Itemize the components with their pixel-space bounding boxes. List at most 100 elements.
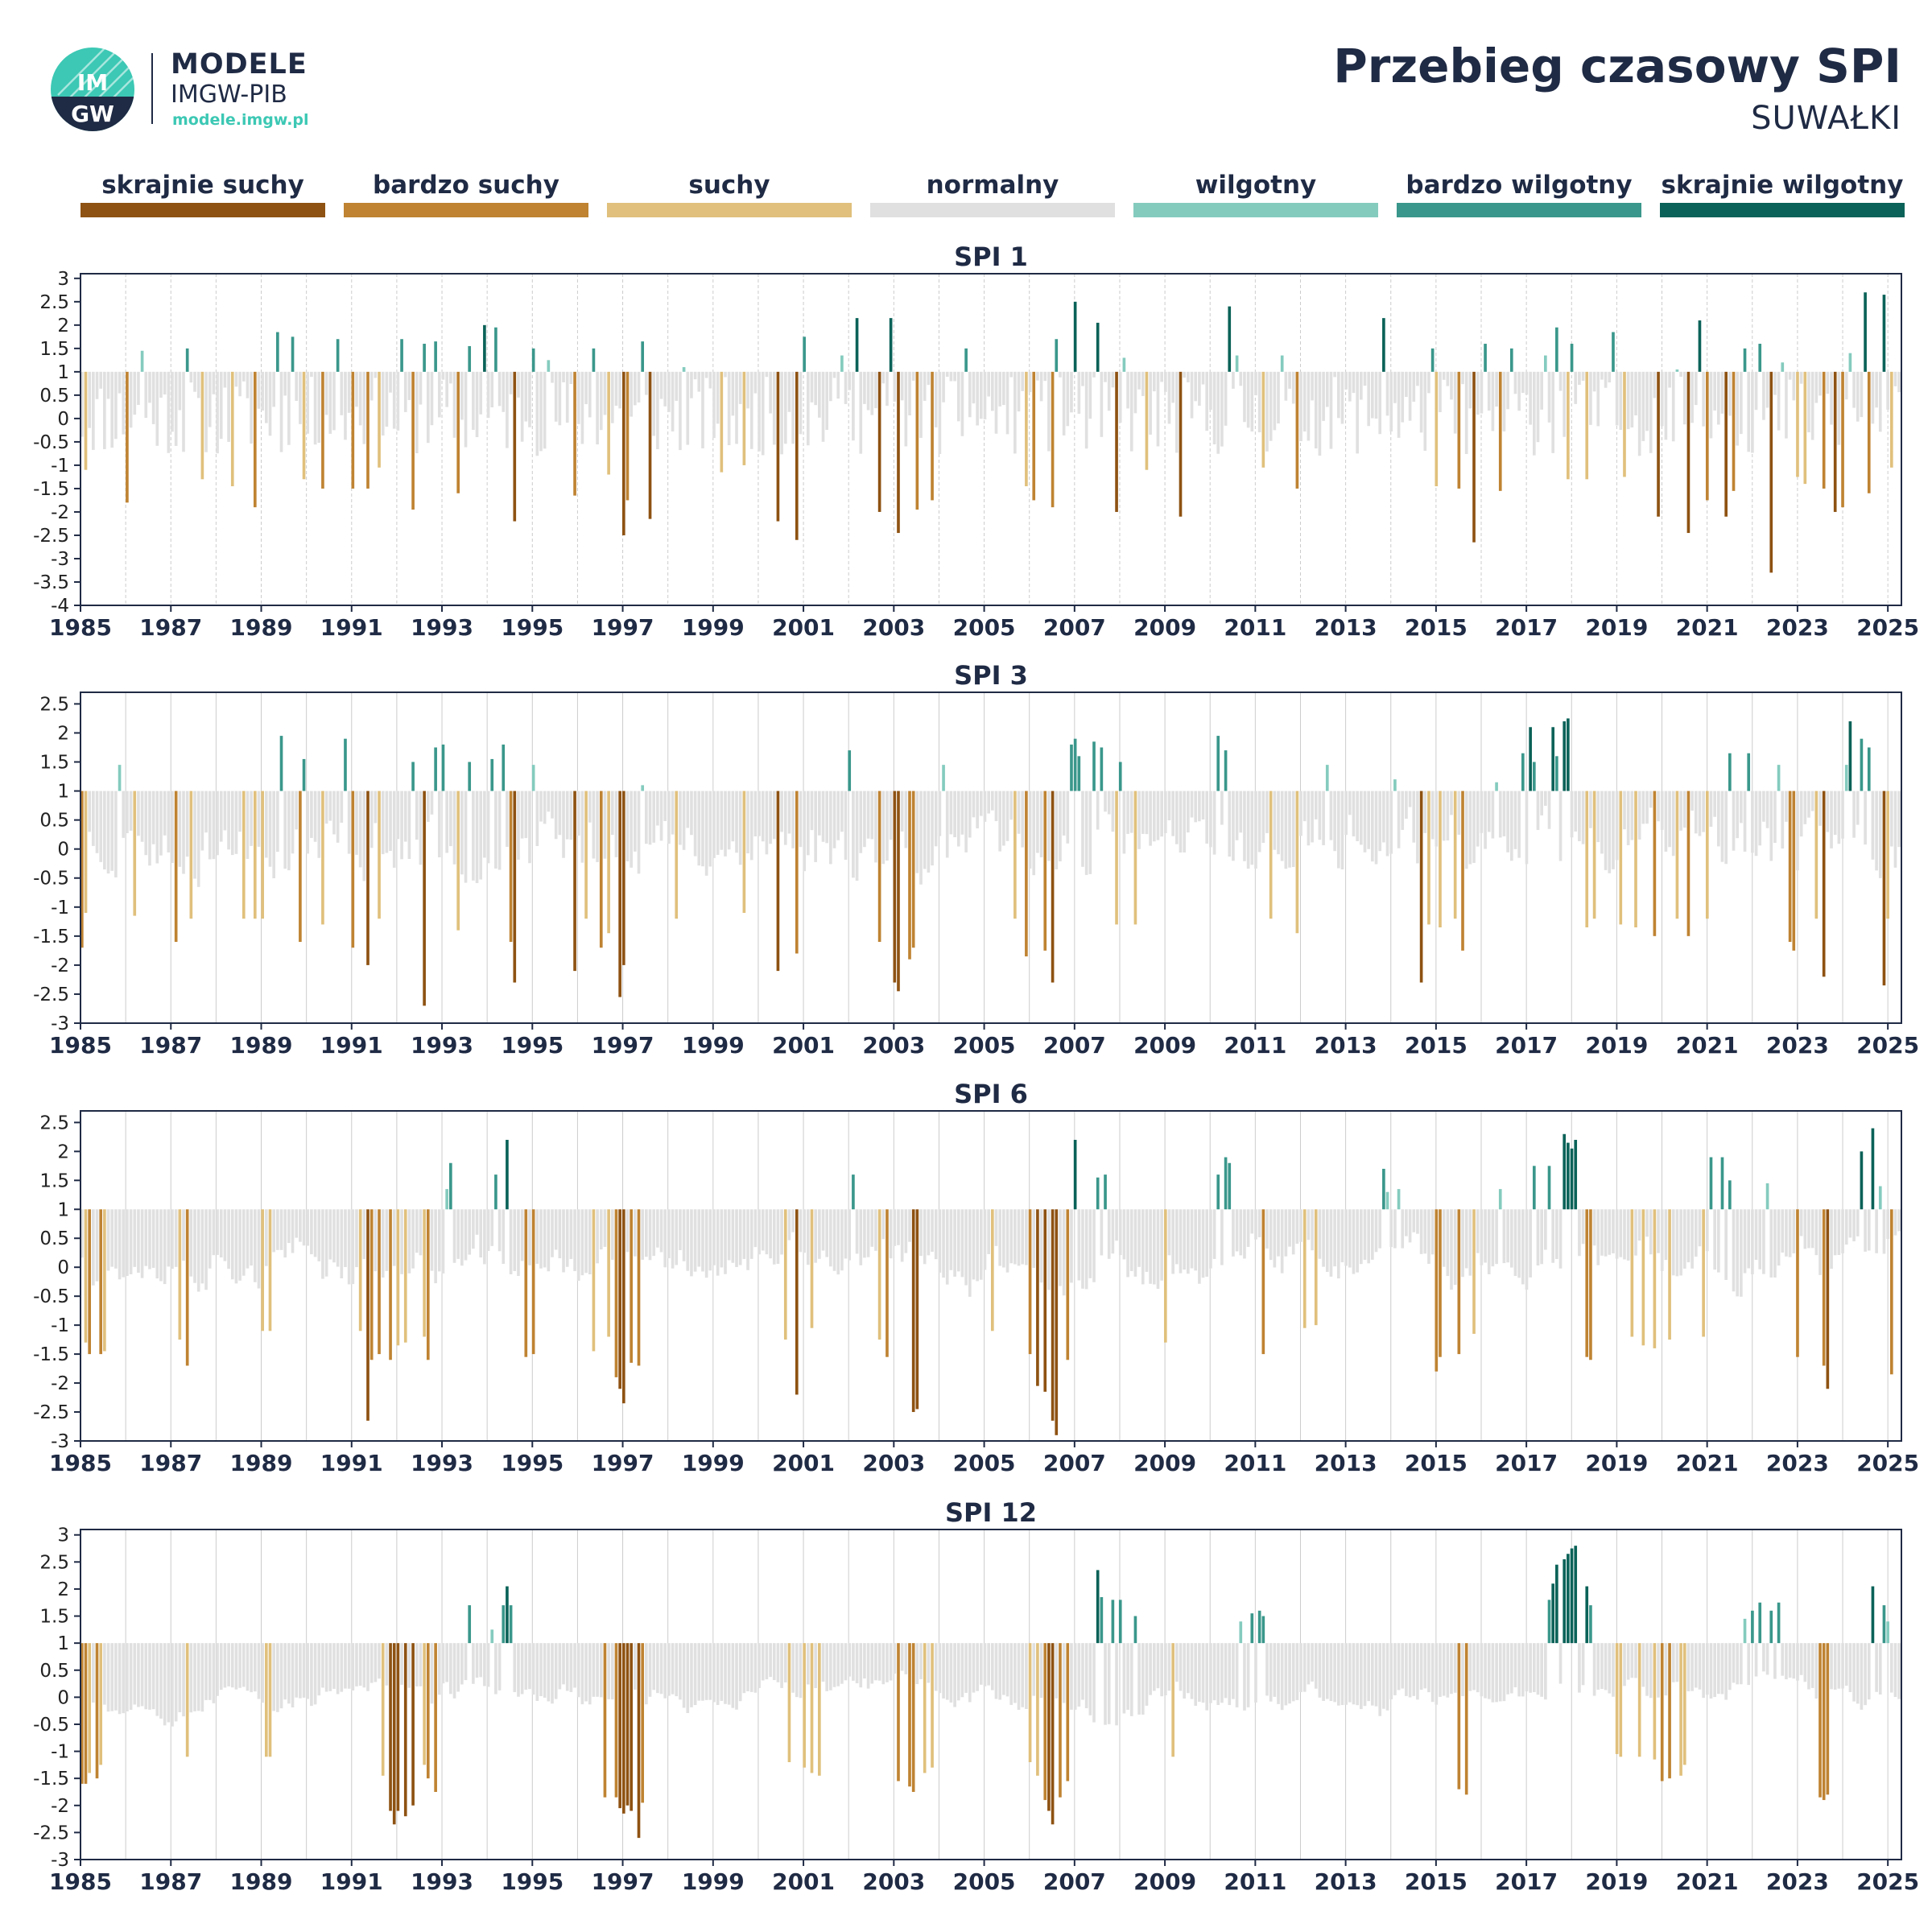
spi-bar [1209,791,1212,848]
spi-bar [1484,791,1487,849]
spi-bar [200,791,204,851]
spi-bar [392,371,396,429]
spi-bar [1066,791,1070,844]
spi-bar [1645,1643,1649,1696]
spi-bar [1439,371,1442,413]
spi-bar [106,1209,110,1271]
spi-bar [1393,1209,1397,1249]
spi-bar [1036,1209,1039,1386]
spi-bar [1235,1209,1239,1252]
spi-bar [746,791,749,854]
spi-bar [1405,371,1408,398]
spi-bar [1228,791,1232,857]
x-tick-label: 1999 [682,1868,745,1895]
spi-bar [385,1643,389,1686]
spi-bar [513,1643,517,1693]
spi-bar [1284,1209,1288,1257]
x-tick-label: 1985 [49,614,112,641]
spi-bar [1781,1643,1785,1676]
spi-bar [1453,371,1457,434]
spi-bar [1336,1209,1340,1279]
spi-bar [983,1643,987,1686]
spi-bar [1682,1643,1686,1765]
spi-bar [630,1209,633,1363]
spi-bar [1476,1209,1480,1253]
spi-bar [991,1209,994,1331]
spi-bar [863,371,866,404]
spi-bar [1758,344,1762,372]
spi-bar [452,1643,456,1699]
chart-title: SPI 6 [954,1079,1028,1109]
spi-bar [1137,371,1141,390]
spi-bar [1637,1209,1641,1241]
spi-bar [497,791,502,870]
spi-bar [1563,1133,1567,1210]
spi-bar [618,371,621,409]
spi-bar [517,1209,520,1277]
spi-bar [1073,301,1077,372]
spi-bar [1743,1618,1747,1644]
spi-bar [1129,791,1133,833]
spi-bar [1502,1209,1506,1264]
spi-bar [1325,765,1329,791]
spi-bar [780,371,783,455]
spi-bar [1344,791,1348,836]
spi-bar [968,1643,972,1703]
spi-bar [1442,1209,1446,1267]
y-tick-label: -0.5 [33,869,69,890]
spi-bar [464,1643,468,1681]
spi-bar [122,1209,126,1278]
x-tick-label: 2019 [1585,614,1648,641]
spi-bar [114,1643,118,1711]
spi-bar [897,1643,900,1781]
spi-bar [1818,371,1822,396]
spi-bar [648,1209,652,1261]
spi-bar [1453,791,1457,919]
spi-bar [445,1189,448,1210]
y-tick-label: 1 [57,1199,69,1220]
spi-bar [506,371,509,448]
x-tick-label: 2003 [862,1032,925,1059]
spi-bar [836,791,840,840]
spi-bar [648,791,652,845]
spi-bar [1491,371,1495,431]
spi-bar [1446,371,1450,386]
spi-bar [1781,362,1785,372]
spi-bar [332,1643,336,1689]
spi-bar [1254,1209,1257,1240]
spi-bar [407,371,411,400]
spi-bar [246,1209,250,1269]
x-tick-label: 2017 [1495,1450,1558,1476]
spi-bar [1653,1209,1657,1348]
spi-bar [1657,1209,1660,1253]
spi-bar [1547,1166,1551,1210]
spi-bar [1747,1209,1751,1269]
spi-bar [1585,1209,1589,1357]
spi-bar [403,1643,407,1817]
x-tick-label: 2021 [1676,614,1739,641]
spi-bar [1634,1209,1637,1256]
spi-bar [434,747,437,791]
spi-bar [1799,1209,1803,1236]
spi-bar [1009,371,1013,378]
spi-bar [697,1643,701,1701]
spi-bar [283,791,287,869]
spi-bar [1551,1583,1555,1644]
spi-bar [724,791,727,857]
spi-bar [1333,1643,1336,1703]
spi-bar [1081,1209,1084,1289]
spi-bar [863,1643,866,1679]
spi-bar [886,371,889,407]
spi-bar [472,791,475,881]
spi-bar [1209,1643,1212,1703]
spi-bar [1871,1128,1875,1210]
spi-bar [151,1209,155,1268]
spi-bar [547,1209,551,1272]
spi-bar [900,371,904,401]
x-tick-label: 2023 [1766,1032,1829,1059]
y-tick-label: 1.5 [39,1607,69,1628]
logo-url[interactable]: modele.imgw.pl [172,111,309,129]
spi-bar [1777,371,1781,431]
spi-bar [727,371,731,446]
spi-bar [1073,738,1077,791]
